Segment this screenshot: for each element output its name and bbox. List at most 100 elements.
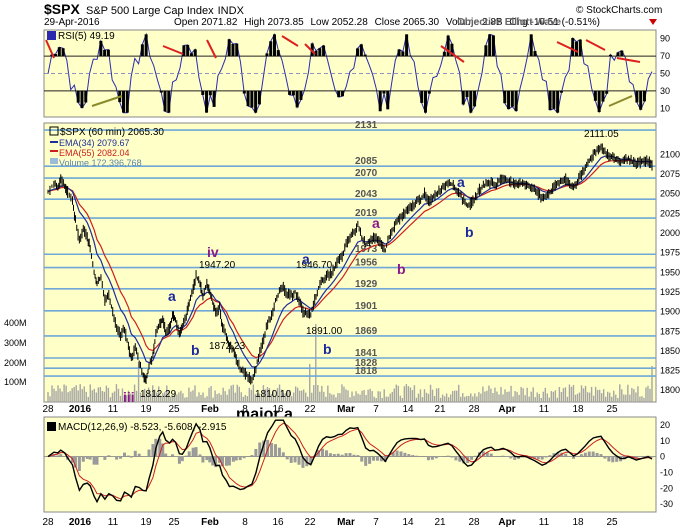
price-y-tick: 2100 [660, 149, 680, 159]
x-tick-label-bottom: 28 [42, 517, 54, 528]
price-y-tick: 1925 [660, 287, 680, 297]
x-tick-label-bottom: 21 [434, 517, 446, 528]
x-tick-label-bottom: 25 [606, 517, 618, 528]
chg-value: -10.51 (-0.51%) [531, 17, 600, 28]
high-value: 2073.85 [268, 17, 305, 28]
x-tick-label-bottom: 19 [140, 517, 152, 528]
macd-panel-bg [43, 416, 657, 513]
volume-label: Volume [446, 17, 480, 28]
price-panel-bg [43, 122, 657, 403]
x-tick-label-bottom: Feb [201, 517, 219, 528]
rsi-trend-line-red [556, 41, 579, 53]
price-label: 1812.29 [140, 389, 177, 400]
x-tick-label-mid: 28 [42, 404, 54, 415]
rsi-trend-line-red [440, 45, 465, 63]
x-axis-bottom: 28 2016 11 19 25 Feb 8 16 22 Mar 7 14 21 28 Apr 11 18 25 [42, 517, 618, 528]
rsi-trend-line-red [45, 39, 55, 59]
rsi-y-tick: 50 [660, 69, 670, 79]
close-value: 2065.30 [403, 17, 440, 28]
wave-label-iii: iii [123, 389, 135, 405]
ema55-legend: EMA(55) 2082.04 [59, 148, 130, 158]
macd-panel: MACD(12,26,9) -8.523, -5.608, -2.915 20 10… [43, 416, 673, 513]
volume-legend: Volume 172,396,768 [59, 158, 142, 168]
macd-y-tick: 10 [660, 436, 670, 446]
rsi-trend-line-red [304, 43, 316, 55]
x-tick-label-mid: 8 [242, 404, 248, 415]
close-label: Close [375, 17, 401, 28]
level-label-2131: 2131 [355, 120, 378, 131]
x-tick-label-bottom: 14 [402, 517, 414, 528]
x-tick-label-mid: 22 [304, 404, 316, 415]
high-label: High [244, 17, 265, 28]
x-tick-label-mid: 21 [434, 404, 446, 415]
level-label-1818: 1818 [355, 366, 378, 377]
x-tick-label-bottom: 28 [468, 517, 480, 528]
rsi-y-tick: 10 [660, 103, 670, 113]
wave-label-a4: a [457, 174, 465, 190]
level-label-2085: 2085 [355, 156, 378, 167]
macd-legend-swatch [47, 422, 56, 431]
rsi-trend-line-red [162, 45, 184, 55]
x-tick-label-mid: 7 [373, 404, 379, 415]
price-title: $SPX (60 min) 2065.30 [60, 127, 164, 138]
chg-down-arrow-icon [649, 19, 657, 25]
wave-label-b3: b [397, 261, 406, 277]
x-tick-label-mid: Mar [337, 404, 355, 415]
source-watermark: © StockCharts.com [576, 5, 662, 16]
x-tick-label-bottom: 11 [539, 517, 550, 528]
ohlc-line: Open 2071.82 High 2073.85 Low 2052.28 Cl… [174, 17, 600, 28]
x-tick-label-mid: 25 [606, 404, 618, 415]
x-tick-label-mid: 25 [168, 404, 180, 415]
price-y-tick: 1800 [660, 385, 680, 395]
x-tick-label-bottom: 2016 [69, 517, 92, 528]
price-y-tick: 2025 [660, 208, 680, 218]
rsi-trend-line-red [616, 57, 641, 63]
macd-y-tick: 0 [660, 452, 665, 462]
rsi-trend-line-red [206, 39, 217, 59]
x-tick-label-bottom: 8 [242, 517, 248, 528]
rsi-panel: RSI(5) 49.19 90 70 50 30 10 [43, 29, 670, 118]
volume-legend-swatch [50, 158, 58, 164]
level-label-2070: 2070 [355, 168, 378, 179]
wave-label-a2: a [302, 251, 310, 267]
x-tick-label-mid: Apr [498, 404, 515, 415]
x-tick-label-bottom: 18 [572, 517, 584, 528]
volume-value: 2.8B [482, 17, 503, 28]
x-tick-label-bottom: Mar [337, 517, 355, 528]
wave-label-b1: b [191, 342, 200, 358]
price-y-tick: 2000 [660, 228, 680, 238]
rsi-trend-line-red [281, 35, 299, 47]
volume-y-tick: 100M [4, 377, 27, 387]
ema55-line [47, 159, 653, 359]
symbol-full-name: S&P 500 Large Cap Index [86, 5, 214, 17]
ema34-legend: EMA(34) 2079.67 [59, 138, 130, 148]
wave-label-a3: a [372, 215, 380, 231]
low-label: Low [310, 17, 329, 28]
level-label-2043: 2043 [355, 189, 378, 200]
price-y-tick: 1875 [660, 326, 680, 336]
x-tick-label-bottom: 25 [168, 517, 180, 528]
source-label: Objective Elliott Wave [457, 17, 562, 28]
price-panel: 400M300M200M100M213120852070204320191973… [4, 120, 680, 405]
symbol: $SPX [44, 1, 80, 17]
x-tick-label-mid: 28 [468, 404, 480, 415]
rsi-title: RSI(5) 49.19 [58, 31, 115, 42]
volume-y-tick: 200M [4, 358, 27, 368]
symbol-name: S&P 500 Large Cap Index INDX [86, 5, 245, 17]
price-y-tick: 2050 [660, 189, 680, 199]
price-y-tick: 1975 [660, 248, 680, 258]
macd-y-tick: -20 [660, 483, 673, 493]
level-label-1956: 1956 [355, 258, 378, 269]
level-label-1929: 1929 [355, 279, 378, 290]
wave-label-b4: b [465, 224, 474, 240]
level-label-2019: 2019 [355, 208, 378, 219]
ema34-line [47, 155, 653, 368]
x-tick-label-bottom: 7 [373, 517, 379, 528]
price-y-tick: 1900 [660, 307, 680, 317]
wave-label-iv: iv [207, 244, 219, 260]
price-label: 1872.23 [209, 341, 246, 352]
price-label: 1891.00 [306, 326, 343, 337]
x-tick-label-mid: 2016 [69, 404, 92, 415]
price-legend-swatch [49, 126, 59, 136]
